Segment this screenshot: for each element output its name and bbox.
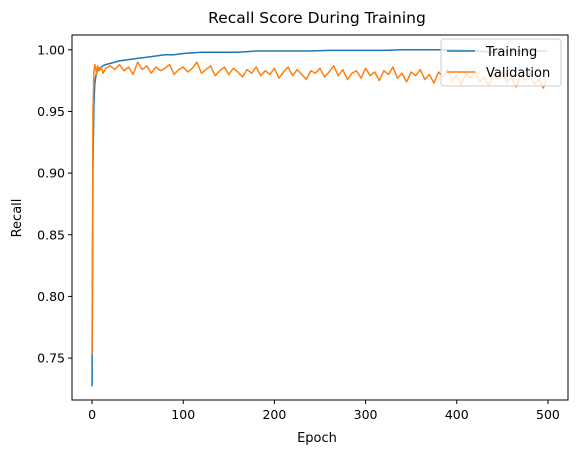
y-tick-label: 0.85: [37, 227, 65, 242]
y-tick-label: 0.95: [37, 104, 65, 119]
y-tick-label: 0.75: [37, 351, 65, 366]
series-layer: [91, 49, 548, 387]
y-tick-label: 0.90: [37, 166, 65, 181]
y-tick-label: 1.00: [37, 42, 65, 57]
x-tick-label: 0: [88, 407, 96, 422]
legend-label-validation: Validation: [486, 66, 550, 81]
series-line-training: [91, 49, 548, 387]
x-tick-label: 300: [354, 407, 378, 422]
x-tick-label: 200: [262, 407, 286, 422]
plot-frame: [71, 34, 569, 401]
x-tick-label: 500: [536, 407, 560, 422]
x-tick-label: 100: [171, 407, 195, 422]
series-line-validation: [91, 61, 548, 355]
y-axis-label: Recall: [10, 199, 25, 238]
y-axis-ticks: 0.75 0.80 0.85 0.90 0.95 1.00: [37, 42, 72, 366]
legend-label-training: Training: [485, 45, 537, 60]
x-axis-ticks: 0 100 200 300 400 500: [88, 400, 560, 422]
x-axis-label: Epoch: [297, 431, 337, 446]
x-tick-label: 400: [445, 407, 469, 422]
y-tick-label: 0.80: [37, 289, 65, 304]
legend: Training Validation: [440, 38, 562, 87]
chart-title: Recall Score During Training: [208, 9, 426, 27]
